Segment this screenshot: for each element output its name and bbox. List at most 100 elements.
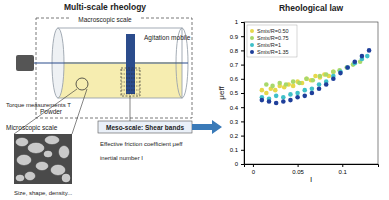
y-tick: 0.1 xyxy=(230,147,244,153)
particle xyxy=(59,146,69,158)
shear-band-frame xyxy=(121,68,140,96)
y-tick-label: 0.2 xyxy=(230,133,239,139)
y-tick-mark xyxy=(241,107,244,108)
y-tick: 0.8 xyxy=(230,48,244,54)
y-tick: 0.7 xyxy=(230,62,244,68)
point xyxy=(324,72,329,77)
particle xyxy=(44,151,52,157)
series xyxy=(260,69,336,95)
point xyxy=(310,86,315,91)
shear-band xyxy=(121,68,140,96)
point xyxy=(288,98,293,103)
particle xyxy=(25,172,35,180)
macroscopic-label: Macroscopic scale xyxy=(78,16,132,24)
legend: Smix/R=0.50Smix/R=0.75Smix/R=1Smix/R=1.3… xyxy=(247,25,297,57)
series xyxy=(260,54,370,101)
point xyxy=(318,74,323,79)
legend-marker xyxy=(250,50,254,54)
particle xyxy=(17,155,31,165)
point xyxy=(302,94,307,99)
y-axis: 0 0.1 0.2 0.3 0.4 0.5 0.6 0.7 0.8 0.9 1 xyxy=(230,19,245,167)
y-tick-mark xyxy=(241,22,244,23)
y-tick-label: 0.6 xyxy=(230,76,239,82)
micrograph xyxy=(14,134,72,184)
y-tick: 1 xyxy=(235,19,244,25)
x-tick: 0 xyxy=(252,164,256,175)
chart-title: Rheological law xyxy=(279,3,344,13)
y-tick: 0.4 xyxy=(230,105,244,111)
diagram: Multi-scale rheologyMacroscopic scaleTor… xyxy=(6,2,222,196)
connector xyxy=(130,96,131,121)
x-tick-mark xyxy=(253,164,254,167)
point xyxy=(274,101,279,106)
point xyxy=(267,99,272,104)
y-tick-label: 0.4 xyxy=(230,105,239,111)
point xyxy=(304,77,309,82)
y-tick-label: 0.7 xyxy=(230,62,239,68)
point xyxy=(338,71,343,76)
x-tick: 0.05 xyxy=(292,164,304,175)
y-tick-label: 1 xyxy=(235,19,239,25)
point xyxy=(310,91,315,96)
paddle xyxy=(126,34,135,64)
y-tick: 0.9 xyxy=(230,34,244,40)
y-tick-label: 0.5 xyxy=(230,90,239,96)
point xyxy=(317,86,322,91)
paddle xyxy=(126,64,135,94)
y-tick-label: 0.1 xyxy=(230,147,239,153)
x-axis-line xyxy=(245,165,379,168)
point xyxy=(277,81,282,86)
point xyxy=(344,65,349,70)
particle xyxy=(16,175,24,181)
point xyxy=(345,65,350,70)
point xyxy=(260,88,265,93)
shear-band-line xyxy=(121,74,140,75)
point xyxy=(291,79,296,84)
point xyxy=(331,69,336,74)
point xyxy=(345,65,350,70)
shear-band-line xyxy=(121,94,140,95)
legend-label: Smix/R=0.75 xyxy=(257,35,289,41)
particle xyxy=(62,174,70,182)
y-tick-mark xyxy=(241,93,244,94)
microscopic-label: Microscopic scale xyxy=(6,124,58,132)
legend-marker xyxy=(250,29,254,33)
point xyxy=(297,81,302,86)
particle xyxy=(45,136,59,144)
point xyxy=(302,88,307,93)
point xyxy=(295,95,300,100)
graphical-abstract: Multi-scale rheologyMacroscopic scaleTor… xyxy=(0,0,389,200)
shear-band-line xyxy=(121,82,140,83)
point xyxy=(264,82,269,87)
point xyxy=(304,77,309,82)
zoom-circle xyxy=(76,78,88,90)
point xyxy=(324,82,329,87)
shaft xyxy=(30,62,188,63)
point xyxy=(273,88,278,93)
legend-box xyxy=(247,25,297,57)
meso-box xyxy=(98,121,192,133)
particle xyxy=(28,143,44,153)
arrow xyxy=(192,120,222,134)
torque-sensor xyxy=(16,55,34,71)
y-tick-mark xyxy=(241,121,244,122)
particle xyxy=(51,165,65,175)
point xyxy=(274,94,279,99)
plot-frame xyxy=(244,22,378,164)
point xyxy=(365,54,370,59)
chart: Rheological law 0 0.05 0.10 0.1 0.2 0.3 0.4 0.5 0… xyxy=(217,3,379,184)
point xyxy=(360,54,365,59)
shear-band-line xyxy=(121,78,140,79)
x-axis: 00.050.1 xyxy=(245,164,379,175)
shear-band-line xyxy=(121,86,140,87)
y-tick-mark xyxy=(241,36,244,37)
y-tick: 0.3 xyxy=(230,119,244,125)
legend-marker xyxy=(250,36,254,40)
legend-label: Smix/R=1.35 xyxy=(257,49,289,55)
y-tick-label: 0 xyxy=(235,161,239,167)
y-axis-title: μeff xyxy=(217,86,226,100)
point xyxy=(281,99,286,104)
y-tick: 0 xyxy=(235,161,244,167)
y-axis-line xyxy=(241,23,245,165)
diagram-title: Multi-scale rheology xyxy=(64,2,146,12)
